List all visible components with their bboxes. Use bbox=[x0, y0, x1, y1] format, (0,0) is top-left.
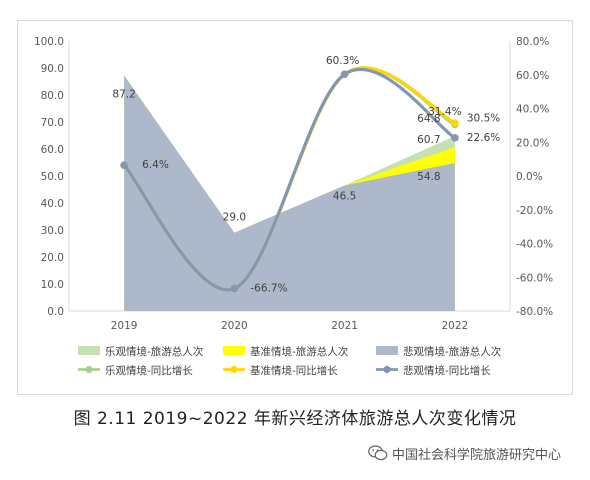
y-right-tick-label: 40.0% bbox=[516, 104, 549, 116]
y-left-tick-label: 20.0 bbox=[41, 252, 64, 264]
chart-frame: 0.0 10.0 20.0 30.0 40.0 50.0 60.0 70.0 80.0 90.0 1… bbox=[17, 20, 573, 395]
legend-swatch bbox=[376, 346, 398, 355]
legend-marker bbox=[230, 365, 238, 374]
line-point bbox=[340, 70, 349, 79]
legend-label: 基准情境-旅游总人次 bbox=[250, 345, 349, 358]
y-right-tick-label: 0.0% bbox=[516, 171, 543, 183]
data-label: 60.3% bbox=[326, 55, 359, 67]
legend-swatch bbox=[78, 346, 100, 355]
x-tick-label: 2021 bbox=[331, 320, 358, 332]
y-left-tick-label: 0.0 bbox=[47, 306, 64, 318]
data-label: 6.4% bbox=[142, 159, 169, 171]
data-label: 22.6% bbox=[467, 132, 500, 144]
line-point bbox=[451, 134, 459, 142]
x-tick-label: 2020 bbox=[221, 320, 248, 332]
data-label: 46.5 bbox=[333, 190, 356, 202]
y-right-tick-label: 80.0% bbox=[516, 36, 549, 48]
data-label: 31.4% bbox=[428, 106, 461, 118]
legend-label: 乐观情境-同比增长 bbox=[105, 364, 193, 377]
x-tick-label: 2019 bbox=[111, 320, 138, 332]
legend-swatch bbox=[223, 346, 245, 355]
y-right-tick-label: -80.0% bbox=[516, 306, 553, 318]
line-point bbox=[451, 119, 459, 127]
wechat-icon bbox=[368, 445, 388, 461]
y-left-tick-label: 40.0 bbox=[41, 198, 64, 210]
y-left-tick-label: 70.0 bbox=[41, 117, 64, 129]
y-left-tick-label: 30.0 bbox=[41, 225, 64, 237]
chart: 0.0 10.0 20.0 30.0 40.0 50.0 60.0 70.0 80.0 90.0 1… bbox=[34, 36, 553, 377]
x-tick-label: 2022 bbox=[442, 320, 469, 332]
y-left-tick-label: 10.0 bbox=[41, 279, 64, 291]
legend-marker bbox=[383, 365, 391, 374]
line-point bbox=[120, 161, 128, 169]
data-label: 29.0 bbox=[223, 212, 246, 224]
y-left-tick-label: 100.0 bbox=[34, 36, 64, 48]
legend-label: 悲观情境-旅游总人次 bbox=[403, 345, 502, 358]
legend-marker bbox=[85, 365, 93, 374]
data-label: 60.7 bbox=[417, 134, 440, 146]
data-label: 87.2 bbox=[112, 89, 135, 101]
legend-label: 悲观情境-同比增长 bbox=[403, 364, 491, 377]
area-series bbox=[124, 75, 455, 311]
data-label: -66.7% bbox=[250, 283, 287, 295]
y-right-tick-label: 20.0% bbox=[516, 137, 549, 149]
legend-label: 乐观情境-旅游总人次 bbox=[105, 345, 204, 358]
y-left-tick-label: 50.0 bbox=[41, 171, 64, 183]
y-right-tick-label: -60.0% bbox=[516, 272, 553, 284]
watermark-text: 中国社会科学院旅游研究中心 bbox=[392, 447, 562, 463]
data-label: 64.8 bbox=[417, 113, 440, 125]
y-right-tick-label: -20.0% bbox=[516, 205, 553, 217]
data-label: 30.5% bbox=[467, 113, 500, 125]
y-left-tick-label: 80.0 bbox=[41, 90, 64, 102]
line-series bbox=[122, 67, 457, 292]
y-left-tick-label: 90.0 bbox=[41, 63, 64, 75]
y-right-tick-label: -40.0% bbox=[516, 239, 553, 251]
data-label: 54.8 bbox=[417, 171, 440, 183]
figure-caption: 图 2.11 2019~2022 年新兴经济体旅游总人次变化情况 bbox=[73, 409, 517, 429]
legend-label: 基准情境-同比增长 bbox=[250, 364, 338, 377]
y-right-tick-label: 60.0% bbox=[516, 70, 549, 82]
line-point bbox=[230, 284, 239, 293]
watermark: 中国社会科学院旅游研究中心 bbox=[368, 442, 561, 464]
y-left-tick-label: 60.0 bbox=[41, 144, 64, 156]
